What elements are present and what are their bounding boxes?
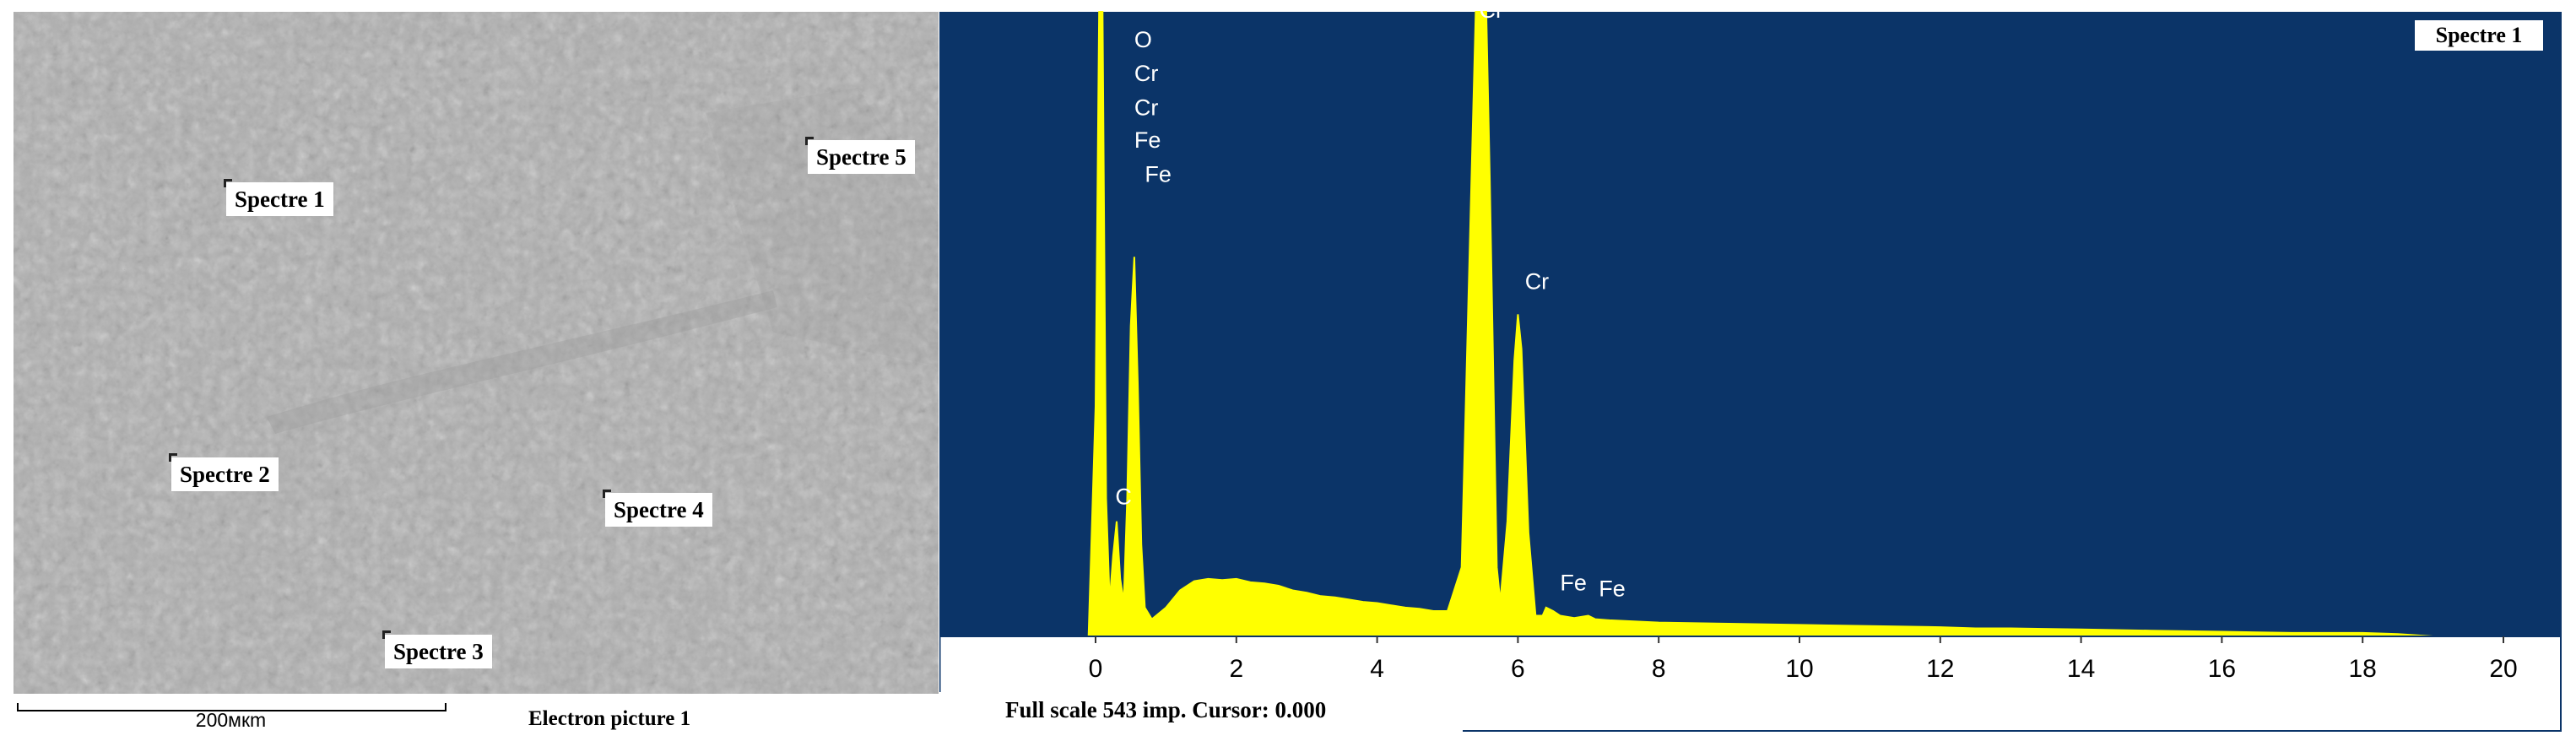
x-tick-label: 0 xyxy=(1089,655,1103,683)
peak-label: O xyxy=(1134,27,1152,52)
scale-bar-label: 200мкm xyxy=(195,709,267,731)
spectrum-legend: Spectre 1 xyxy=(2415,20,2543,51)
x-tick-label: 12 xyxy=(1926,655,1954,683)
spectrum-series xyxy=(1087,11,2546,637)
plot-area xyxy=(939,12,2562,636)
x-tick-label: 10 xyxy=(1785,655,1813,683)
scale-bar xyxy=(17,703,446,711)
eds-spectrum-chart[interactable]: O Cr Cr Fe Fe C Cr Cr Fe Fe 0 2 4 6 8 10 12 14 16 18 20 xyxy=(939,0,2576,752)
x-tick-label: 8 xyxy=(1652,655,1666,683)
micrograph-caption: Electron picture 1 xyxy=(528,707,691,730)
x-tick-label: 18 xyxy=(2349,655,2377,683)
spectre-5-marker xyxy=(805,137,814,145)
micrograph-image xyxy=(14,12,939,694)
peak-label: Fe xyxy=(1145,162,1172,187)
spectre-3-marker xyxy=(382,630,391,639)
spectre-3-label[interactable]: Spectre 3 xyxy=(385,635,492,668)
spectre-4-label[interactable]: Spectre 4 xyxy=(605,493,712,527)
spectre-1-label[interactable]: Spectre 1 xyxy=(226,182,333,216)
spectre-2-label[interactable]: Spectre 2 xyxy=(171,457,279,491)
spectre-5-label[interactable]: Spectre 5 xyxy=(808,140,915,174)
peak-label: Cr xyxy=(1525,268,1550,294)
spectre-4-marker xyxy=(603,490,611,498)
status-readout: Full scale 543 imp. Cursor: 0.000 xyxy=(1005,697,1327,722)
x-tick-label: 20 xyxy=(2489,655,2517,683)
x-tick-label: 2 xyxy=(1229,655,1243,683)
x-tick-label: 4 xyxy=(1370,655,1384,683)
peak-label: Cr xyxy=(1480,0,1504,23)
x-tick-label: 6 xyxy=(1511,655,1525,683)
peak-label: Cr xyxy=(1134,61,1159,86)
peak-label: Cr xyxy=(1134,95,1159,121)
eds-spectrum-panel: O Cr Cr Fe Fe C Cr Cr Fe Fe 0 2 4 6 8 10 12 14 16 18 20 Spe… xyxy=(939,0,2576,752)
x-tick-label: 16 xyxy=(2208,655,2236,683)
spectre-2-marker xyxy=(169,453,177,462)
x-tick-label: 14 xyxy=(2067,655,2095,683)
spectre-1-marker xyxy=(224,179,232,187)
peak-label: Fe xyxy=(1134,127,1161,153)
peak-label: Fe xyxy=(1599,576,1626,601)
peak-label: Fe xyxy=(1560,571,1587,596)
electron-micrograph: Spectre 1 Spectre 2 Spectre 3 Spectre 4 … xyxy=(14,12,939,694)
peak-label: C xyxy=(1115,484,1132,509)
